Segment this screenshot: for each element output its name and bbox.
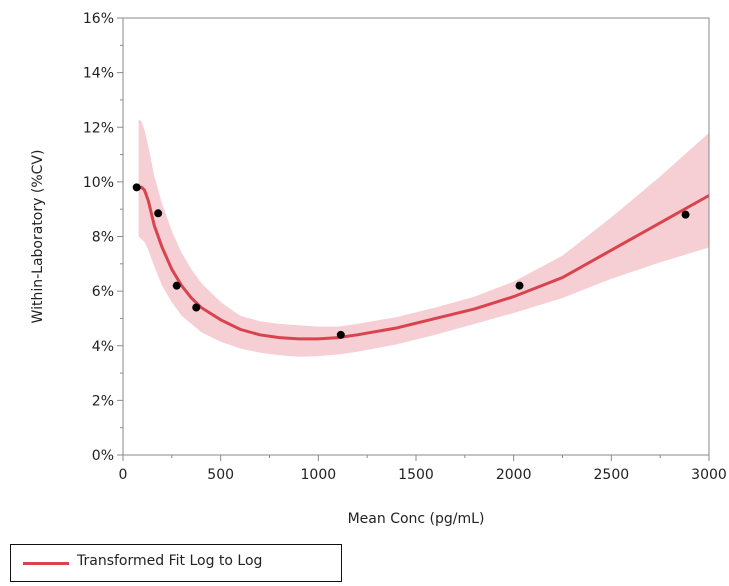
confidence-band [138,119,710,357]
y-tick-label: 10% [83,175,114,191]
data-point [132,183,141,192]
y-tick-label: 4% [92,339,114,355]
x-tick-label: 1000 [301,467,337,483]
data-point [192,303,201,312]
y-axis-title: Within-Laboratory (%CV) [30,150,46,324]
y-tick-label: 6% [92,284,114,300]
x-tick-label: 500 [207,467,234,483]
legend-swatch [23,562,69,565]
data-point [172,281,181,290]
data-point [681,210,690,219]
chart: 0% 2% 4% 6% 8% 10% 12% 14% 16% 0 500 1000 1500 2000 2… [30,11,727,527]
x-tick-label: 3000 [691,467,727,483]
y-tick-label: 12% [83,120,114,136]
x-tick-label: 0 [119,467,128,483]
y-tick-label: 14% [83,66,114,82]
data-point [515,281,524,290]
data-point [154,209,163,218]
fit-line [137,185,710,341]
y-tick-label: 0% [92,448,114,464]
legend: Transformed Fit Log to Log [10,544,342,582]
x-tick-label: 2500 [594,467,630,483]
y-axis: 0% 2% 4% 6% 8% 10% 12% 14% 16% [83,11,123,464]
x-tick-label: 1500 [398,467,434,483]
legend-label: Transformed Fit Log to Log [77,553,263,569]
data-point [336,330,345,339]
x-tick-label: 2000 [496,467,532,483]
data-points [132,183,690,339]
y-tick-label: 2% [92,393,114,409]
x-axis: 0 500 1000 1500 2000 2500 3000 [119,455,727,483]
y-tick-label: 16% [83,11,114,27]
y-tick-label: 8% [92,230,114,246]
x-axis-title: Mean Conc (pg/mL) [348,511,485,527]
